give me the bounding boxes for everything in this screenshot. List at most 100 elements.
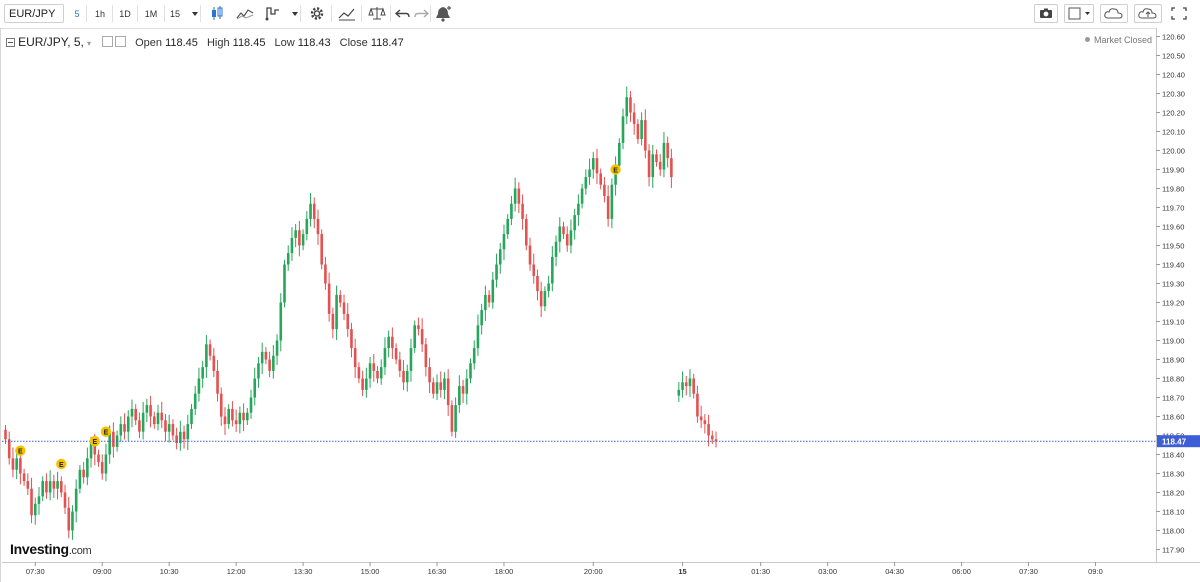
- interval-1m-button[interactable]: 1M: [144, 9, 158, 19]
- candle-body: [647, 150, 651, 178]
- redo-icon[interactable]: [410, 4, 430, 23]
- candle-body: [562, 226, 565, 235]
- candle-body: [584, 177, 588, 189]
- interval-5-button[interactable]: 5: [74, 9, 80, 19]
- candle-body: [171, 424, 175, 436]
- candle-body: [339, 294, 342, 303]
- candle-body: [234, 420, 238, 425]
- interval-1d-button[interactable]: 1D: [119, 9, 131, 19]
- drawing-dropdown-icon[interactable]: [284, 4, 298, 23]
- chart-area[interactable]: [0, 28, 1200, 582]
- candle-body: [472, 348, 476, 364]
- candle-body: [692, 378, 695, 394]
- candle-body: [699, 416, 703, 421]
- candle-body: [711, 435, 714, 440]
- layout-icon[interactable]: [1064, 4, 1094, 23]
- candle-body: [227, 408, 230, 425]
- undo-icon[interactable]: [392, 4, 410, 23]
- candle-body: [536, 275, 539, 292]
- cloud-upload-icon[interactable]: [1134, 4, 1162, 23]
- candle-body: [257, 363, 260, 379]
- price-tick-label: 118.80: [1162, 375, 1184, 384]
- candle-body: [428, 367, 431, 383]
- price-axis: [1156, 28, 1200, 562]
- time-tick-label: 15:00: [361, 567, 380, 576]
- candle-body: [506, 218, 509, 235]
- price-tick-label: 119.60: [1162, 223, 1184, 232]
- interval-dropdown-icon[interactable]: [184, 4, 198, 23]
- legend-dropdown-icon[interactable]: ▾: [86, 39, 91, 48]
- candle-body: [636, 123, 640, 140]
- candle-body: [688, 378, 692, 387]
- candle-body: [186, 424, 190, 440]
- candle-body: [219, 393, 223, 417]
- candle-body: [60, 481, 63, 493]
- candle-body: [312, 203, 316, 219]
- candle-body: [335, 294, 338, 330]
- toolbar-divider: [86, 5, 87, 22]
- candle-body: [565, 234, 569, 246]
- candle-body: [502, 234, 506, 250]
- price-tick-label: 120.60: [1162, 33, 1185, 42]
- candle-body: [554, 241, 558, 257]
- candle-body: [342, 302, 346, 314]
- candle-body: [56, 481, 59, 489]
- fullscreen-icon[interactable]: [1168, 4, 1190, 23]
- event-marker-label: E: [92, 439, 97, 446]
- price-tick-label: 119.40: [1162, 261, 1184, 270]
- price-tick-label: 118.00: [1162, 527, 1184, 536]
- scale-icon[interactable]: [366, 4, 388, 23]
- status-dot: [1084, 37, 1090, 42]
- candle-body: [528, 245, 532, 265]
- candle-body: [383, 348, 387, 368]
- candle-body: [469, 363, 472, 379]
- candle-body: [606, 196, 610, 219]
- last-price-tag: [1157, 435, 1200, 448]
- candle-body: [82, 469, 85, 478]
- candle-body: [305, 218, 309, 235]
- candle-body: [119, 424, 123, 436]
- candle-body: [279, 302, 283, 341]
- candle-body: [580, 188, 584, 204]
- candle-body: [376, 370, 379, 379]
- camera-icon[interactable]: [1034, 4, 1058, 23]
- alert-icon[interactable]: [432, 4, 454, 23]
- indicators-icon[interactable]: [234, 4, 256, 23]
- symbol-input[interactable]: EUR/JPY: [4, 4, 64, 23]
- candle-body: [346, 313, 350, 330]
- interval-15-button[interactable]: 15: [169, 9, 180, 19]
- candle-body: [547, 283, 550, 292]
- candle-body: [644, 120, 647, 151]
- cloud-icon[interactable]: [1100, 4, 1128, 23]
- compare-icon[interactable]: [336, 4, 358, 23]
- candle-body: [37, 496, 41, 504]
- time-tick-label: 12:00: [227, 567, 246, 576]
- candle-body: [491, 279, 495, 303]
- candle-body: [190, 408, 193, 425]
- candle-body: [532, 264, 536, 276]
- candle-body: [539, 291, 543, 307]
- candle-body: [591, 158, 595, 170]
- candle-body: [432, 382, 435, 394]
- collapse-legend-icon[interactable]: [6, 38, 15, 47]
- time-tick-label: 15: [678, 567, 686, 576]
- settings-icon[interactable]: [306, 4, 328, 23]
- interval-1h-button[interactable]: 1h: [94, 9, 105, 19]
- candle-body: [301, 234, 305, 246]
- drawing-tools-icon[interactable]: [262, 4, 284, 23]
- price-tick-label: 119.10: [1162, 318, 1184, 327]
- time-tick-label: 06:00: [952, 567, 971, 576]
- price-tick-label: 119.00: [1162, 337, 1184, 346]
- candle-body: [402, 370, 405, 383]
- candles-icon[interactable]: [206, 4, 228, 23]
- candle-body: [316, 218, 320, 235]
- candle-body: [294, 230, 297, 238]
- candle-body: [320, 234, 323, 265]
- candle-body: [108, 431, 111, 455]
- legend-settings-icon[interactable]: [102, 36, 114, 47]
- candle-body: [153, 416, 156, 425]
- legend-close-icon[interactable]: [115, 36, 127, 47]
- candle-body: [327, 283, 331, 314]
- candle-body: [149, 405, 152, 417]
